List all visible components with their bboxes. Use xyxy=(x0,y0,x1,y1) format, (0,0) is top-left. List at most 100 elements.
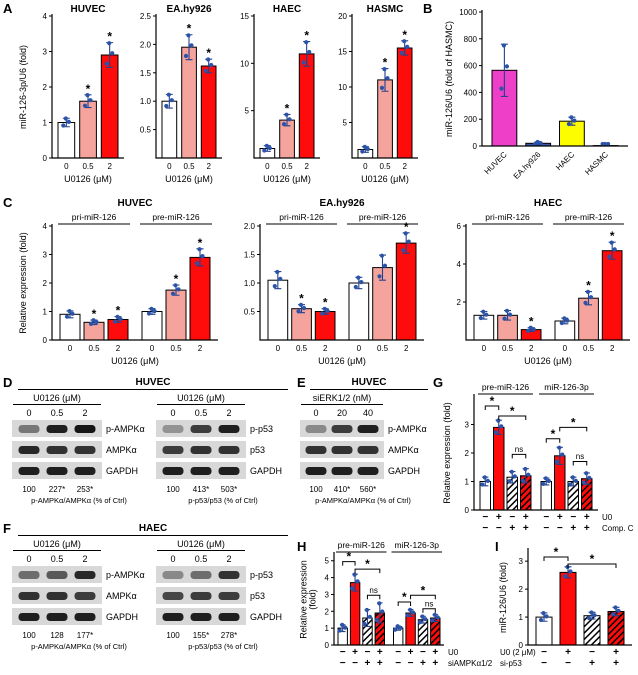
protein-band xyxy=(218,613,240,621)
data-point xyxy=(355,579,360,584)
protein-band xyxy=(190,592,212,600)
treatment-label: siERK1/2 (nM) xyxy=(313,393,372,403)
data-point xyxy=(607,254,612,259)
protein-band xyxy=(218,446,240,454)
panel-C-charts: * * * * 0 1 2 3 4 0 0.5 2 0 0.5 2 U0126 (μM) HUVEC Relati… xyxy=(12,196,638,370)
data-point xyxy=(352,572,357,577)
chart-title: HAEC xyxy=(273,4,301,15)
data-point xyxy=(612,247,617,252)
significance-star: * xyxy=(116,304,121,318)
protein-label: GAPDH xyxy=(250,612,282,622)
data-point xyxy=(82,103,88,108)
data-point xyxy=(546,478,551,484)
lane-label: 2 xyxy=(226,408,231,418)
data-point xyxy=(566,121,571,127)
significance-star: * xyxy=(92,307,97,321)
protein-band xyxy=(190,571,212,579)
data-point xyxy=(194,261,200,266)
data-point xyxy=(66,119,71,124)
blot-d-p53: U0126 (μM) 0 0.5 2 p-p53 p53 GAPDH 100 413* 503* p… xyxy=(154,392,292,506)
x-tick-label: 0.5 xyxy=(88,344,100,353)
panel-G-label: G xyxy=(433,375,444,390)
significance-bracket xyxy=(410,594,436,600)
x-tick-label: 2 xyxy=(610,344,615,353)
data-point xyxy=(417,620,422,625)
protein-band xyxy=(331,446,353,454)
protein-band xyxy=(162,613,184,621)
data-point xyxy=(562,316,567,321)
treatment-sign: + xyxy=(584,512,590,523)
data-point xyxy=(91,318,96,323)
x-tick-label: 2 xyxy=(323,344,328,353)
data-point xyxy=(430,618,435,623)
y-tick-label: 10 xyxy=(240,59,249,68)
chart-a-haec: * * 5 10 15 0 0.5 2 U0126 (μM) HAEC xyxy=(226,2,324,190)
data-point xyxy=(322,306,327,311)
protein-label: AMPKα xyxy=(106,445,137,455)
panel-F-label: F xyxy=(3,521,11,536)
lane-label: 0.5 xyxy=(51,408,64,418)
panel-E-label: E xyxy=(297,375,306,390)
data-point xyxy=(296,309,301,314)
quant-value: 410* xyxy=(334,485,350,494)
quant-value: 100 xyxy=(166,631,180,640)
data-point xyxy=(267,146,272,151)
bar xyxy=(165,289,187,341)
protein-band xyxy=(190,446,212,454)
significance-star: * xyxy=(198,236,203,250)
x-tick-label: 0.5 xyxy=(170,344,182,353)
treatment-sign: + xyxy=(408,647,414,658)
protein-band xyxy=(190,467,212,475)
x-tick-label: 0.5 xyxy=(583,344,595,353)
data-point xyxy=(572,118,577,123)
data-point xyxy=(377,274,382,279)
significance-star: * xyxy=(529,315,534,329)
protein-band xyxy=(46,467,68,475)
data-point xyxy=(401,248,406,253)
bar xyxy=(396,47,413,159)
data-point xyxy=(364,607,369,613)
chart-title: EA.hy926 xyxy=(166,4,211,15)
y-tick-label: 600 xyxy=(464,62,478,71)
data-point xyxy=(343,625,348,630)
data-point xyxy=(382,263,388,268)
data-point xyxy=(164,103,169,109)
data-point xyxy=(411,610,416,615)
axes xyxy=(259,224,424,341)
data-point xyxy=(526,472,531,477)
data-point xyxy=(484,312,489,317)
treatment-sign: + xyxy=(565,647,571,658)
x-tick-label: 0 xyxy=(563,344,568,353)
sign-row-label: U0 (2 μM) xyxy=(500,648,536,657)
protein-band xyxy=(18,592,40,600)
protein-band xyxy=(357,425,379,433)
bar xyxy=(395,242,417,341)
western-blot: U0126 (μM)0 0.5 2 p-p53 p53 GAPDH 100 413* 503* p… xyxy=(156,393,282,505)
panel-A-charts: * * 0 1 2 3 4 0 0.5 2 U0126 (μM) HUVEC miR-126-3p/U6… xyxy=(12,2,422,190)
significance-star: * xyxy=(586,279,591,293)
significance-bracket xyxy=(366,594,381,600)
data-point xyxy=(616,608,621,613)
lane-label: 0.5 xyxy=(51,554,64,564)
data-point xyxy=(520,478,525,483)
x-axis-label: U0126 (μM) xyxy=(165,174,213,184)
significance-bracket xyxy=(543,556,569,561)
chart-svg: 0 200 400 600 800 1000 HUVEC EA.hy926 HAEC HASMC m… xyxy=(444,8,628,181)
data-point xyxy=(362,144,367,149)
y-tick-label: 6 xyxy=(457,222,462,231)
significance-star: * xyxy=(187,22,192,36)
bar xyxy=(298,53,315,159)
y-tick-label: 5 xyxy=(245,107,250,116)
ns-label: ns xyxy=(425,599,433,608)
x-axis-label: U0126 (μM) xyxy=(361,174,409,184)
lane-label: 40 xyxy=(363,408,373,418)
x-axis-label: U0126 (μM) xyxy=(524,356,572,366)
treatment-sign: + xyxy=(365,658,371,669)
treatment-label: U0126 (μM) xyxy=(177,539,225,549)
data-point xyxy=(423,617,428,622)
treatment-sign: − xyxy=(352,658,358,669)
y-tick-label: 20 xyxy=(338,12,347,21)
chart-svg: 0 1 2 3 Relative expression (fold) pre-miR-12… xyxy=(442,382,634,534)
data-point xyxy=(380,609,385,614)
bar xyxy=(314,311,336,341)
